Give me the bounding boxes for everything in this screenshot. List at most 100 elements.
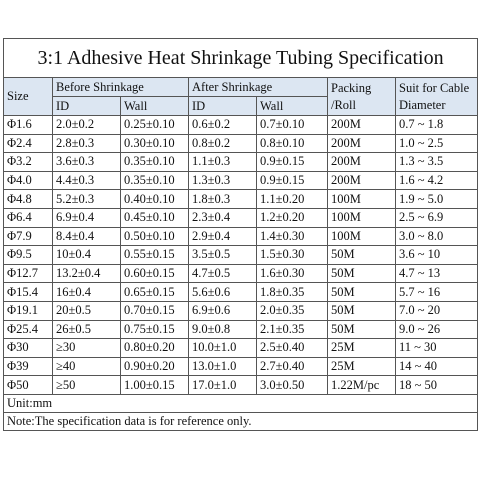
spec-cell: 7.0 ~ 20 [394, 300, 479, 321]
spec-cell: 2.5±0.40 [256, 338, 328, 358]
spec-cell: 0.65±0.15 [120, 282, 189, 302]
header-line: Packing [331, 80, 372, 95]
spec-cell: ≥40 [52, 356, 121, 377]
spec-cell: 0.70±0.15 [120, 300, 189, 321]
spec-cell: 25M [327, 356, 396, 377]
spec-cell: 1.3 ~ 3.5 [394, 152, 479, 172]
spec-cell: 100M [327, 226, 396, 247]
spec-cell: 11 ~ 30 [394, 338, 479, 358]
size-cell: Φ12.7 [3, 263, 53, 284]
unit-row: Unit:mm [2, 393, 479, 413]
spec-cell: 1.1±0.3 [188, 152, 257, 172]
spec-cell: 0.35±0.10 [120, 152, 189, 172]
size-cell: Φ25.4 [3, 319, 53, 340]
spec-row: Φ3.2 3.6±0.3 0.35±0.10 1.1±0.3 0.9±0.15 200M 1… [3, 152, 479, 172]
spec-cell: 0.90±0.20 [120, 356, 189, 377]
table-title: 3:1 Adhesive Heat Shrinkage Tubing Speci… [2, 38, 479, 78]
spec-cell: 3.5±0.5 [188, 245, 257, 265]
spec-row: Φ30 ≥30 0.80±0.20 10.0±1.0 2.5±0.40 25M 11 ~ 3… [3, 338, 479, 358]
size-cell: Φ4.8 [3, 189, 53, 209]
spec-cell: 200M [327, 115, 396, 135]
spec-cell: 3.6±0.3 [52, 152, 121, 172]
spec-cell: 2.1±0.35 [256, 319, 328, 340]
size-cell: Φ50 [3, 375, 53, 395]
spec-cell: 0.75±0.15 [120, 319, 189, 340]
size-cell: Φ4.0 [3, 170, 53, 191]
size-cell: Φ1.6 [3, 115, 53, 135]
spec-row: Φ12.7 13.2±0.4 0.60±0.15 4.7±0.5 1.6±0.30 50M… [3, 263, 479, 284]
spec-cell: 1.22M/pc [327, 375, 396, 395]
spec-cell: 0.60±0.15 [120, 263, 189, 284]
spec-sheet: 3:1 Adhesive Heat Shrinkage Tubing Speci… [2, 38, 479, 431]
spec-cell: 0.30±0.10 [120, 133, 189, 154]
spec-cell: 10±0.4 [52, 245, 121, 265]
spec-cell: 18 ~ 50 [394, 375, 479, 395]
spec-cell: 200M [327, 152, 396, 172]
spec-cell: 0.9±0.15 [256, 152, 328, 172]
spec-cell: 2.0±0.2 [52, 115, 121, 135]
spec-cell: 6.9±0.4 [52, 207, 121, 228]
size-header: Size [3, 77, 53, 116]
spec-cell: 0.45±0.10 [120, 207, 189, 228]
spec-cell: ≥30 [52, 338, 121, 358]
size-cell: Φ9.5 [3, 245, 53, 265]
spec-cell: 5.6±0.6 [188, 282, 257, 302]
suit-header: Suit for Cable Diameter [394, 77, 479, 116]
sub-header: ID [52, 96, 121, 116]
sub-header: Wall [256, 96, 328, 116]
spec-cell: 2.3±0.4 [188, 207, 257, 228]
spec-cell: 5.2±0.3 [52, 189, 121, 209]
spec-cell: 9.0±0.8 [188, 319, 257, 340]
spec-cell: 50M [327, 263, 396, 284]
size-cell: Φ7.9 [3, 226, 53, 247]
spec-cell: 13.0±1.0 [188, 356, 257, 377]
spec-row: Φ1.6 2.0±0.2 0.25±0.10 0.6±0.2 0.7±0.10 200M 0… [3, 115, 479, 135]
spec-cell: 200M [327, 133, 396, 154]
spec-cell: 0.50±0.10 [120, 226, 189, 247]
spec-cell: 0.8±0.2 [188, 133, 257, 154]
size-cell: Φ3.2 [3, 152, 53, 172]
spec-cell: 3.0 ~ 8.0 [394, 226, 479, 247]
spec-cell: 1.4±0.30 [256, 226, 328, 247]
spec-cell: 100M [327, 207, 396, 228]
spec-cell: 50M [327, 300, 396, 321]
spec-cell: 0.35±0.10 [120, 170, 189, 191]
spec-cell: 1.9 ~ 5.0 [394, 189, 479, 209]
spec-cell: 4.4±0.3 [52, 170, 121, 191]
packing-header: Packing/Roll [327, 77, 396, 116]
spec-row: Φ7.9 8.4±0.4 0.50±0.10 2.9±0.4 1.4±0.30 100M 3… [3, 226, 479, 247]
group-header: After Shrinkage [188, 77, 328, 97]
spec-cell: 2.7±0.40 [256, 356, 328, 377]
spec-cell: 0.6±0.2 [188, 115, 257, 135]
spec-cell: 25M [327, 338, 396, 358]
spec-cell: 1.8±0.35 [256, 282, 328, 302]
spec-cell: 1.8±0.3 [188, 189, 257, 209]
spec-table: 3:1 Adhesive Heat Shrinkage Tubing Speci… [2, 38, 479, 431]
spec-row: Φ4.8 5.2±0.3 0.40±0.10 1.8±0.3 1.1±0.20 100M 1… [3, 189, 479, 209]
size-cell: Φ19.1 [3, 300, 53, 321]
spec-row: Φ4.0 4.4±0.3 0.35±0.10 1.3±0.3 0.9±0.15 200M 1… [3, 170, 479, 191]
spec-cell: 26±0.5 [52, 319, 121, 340]
size-cell: Φ39 [3, 356, 53, 377]
spec-cell: 1.3±0.3 [188, 170, 257, 191]
spec-row: Φ19.1 20±0.5 0.70±0.15 6.9±0.6 2.0±0.35 50M 7.… [3, 300, 479, 321]
spec-cell: 16±0.4 [52, 282, 121, 302]
size-cell: Φ2.4 [3, 133, 53, 154]
spec-cell: 2.5 ~ 6.9 [394, 207, 479, 228]
spec-cell: 9.0 ~ 26 [394, 319, 479, 340]
spec-cell: 1.00±0.15 [120, 375, 189, 395]
spec-row: Φ6.4 6.9±0.4 0.45±0.10 2.3±0.4 1.2±0.20 100M 2… [3, 207, 479, 228]
spec-cell: 0.25±0.10 [120, 115, 189, 135]
spec-cell: 8.4±0.4 [52, 226, 121, 247]
spec-cell: 10.0±1.0 [188, 338, 257, 358]
spec-cell: 6.9±0.6 [188, 300, 257, 321]
spec-cell: 3.6 ~ 10 [394, 245, 479, 265]
spec-row: Φ39 ≥40 0.90±0.20 13.0±1.0 2.7±0.40 25M 14 ~ 4… [3, 356, 479, 377]
spec-row: Φ25.4 26±0.5 0.75±0.15 9.0±0.8 2.1±0.35 50M 9.… [3, 319, 479, 340]
spec-cell: 0.55±0.15 [120, 245, 189, 265]
spec-cell: 3.0±0.50 [256, 375, 328, 395]
spec-row: Φ50 ≥50 1.00±0.15 17.0±1.0 3.0±0.50 1.22M/pc 1… [3, 375, 479, 395]
header-line: Diameter [399, 97, 446, 112]
spec-cell: 0.40±0.10 [120, 189, 189, 209]
spec-cell: 50M [327, 282, 396, 302]
